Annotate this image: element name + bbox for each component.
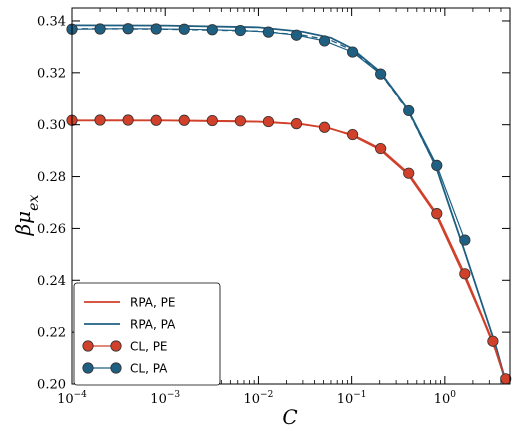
data-point bbox=[459, 268, 471, 280]
data-point bbox=[206, 24, 218, 36]
data-point bbox=[431, 159, 443, 172]
legend-label: RPA, PA bbox=[130, 318, 176, 332]
data-point bbox=[375, 142, 387, 155]
y-tick-labels: 0.20 0.22 0.24 0.26 0.28 0.30 0.32 0.34 bbox=[37, 14, 66, 392]
x-tick-label: 10−2 bbox=[244, 390, 274, 407]
data-point bbox=[375, 68, 387, 80]
data-point bbox=[290, 29, 303, 41]
series-points bbox=[66, 23, 512, 385]
data-point bbox=[178, 114, 190, 126]
y-tick-label: 0.34 bbox=[37, 14, 66, 29]
data-point bbox=[122, 114, 134, 126]
data-point bbox=[346, 128, 359, 141]
legend-entry: CL, PE bbox=[82, 340, 168, 354]
data-point bbox=[122, 23, 134, 35]
legend-box bbox=[73, 282, 221, 386]
data-point bbox=[234, 115, 246, 127]
y-tick-label: 0.32 bbox=[37, 66, 66, 81]
y-tick-label: 0.30 bbox=[37, 118, 66, 133]
y-tick-label: 0.22 bbox=[37, 326, 66, 341]
data-point bbox=[431, 208, 443, 220]
data-point bbox=[150, 114, 162, 126]
y-tick-label: 0.20 bbox=[37, 378, 66, 393]
data-point bbox=[459, 234, 471, 246]
data-point bbox=[234, 24, 246, 37]
series-connector-4 bbox=[71, 28, 466, 241]
data-point bbox=[178, 23, 190, 35]
x-tick-labels: 10−4 10−3 10−2 10−1 100 bbox=[57, 390, 456, 407]
data-point bbox=[94, 23, 106, 35]
x-axis-label: C bbox=[282, 405, 297, 429]
legend-label: RPA, PE bbox=[130, 296, 175, 310]
y-tick-label: 0.24 bbox=[37, 274, 66, 289]
data-point bbox=[262, 26, 275, 38]
legend-label: CL, PA bbox=[130, 362, 168, 376]
legend-marker bbox=[82, 340, 94, 352]
x-tick-label: 10−1 bbox=[337, 390, 367, 407]
data-point bbox=[318, 121, 331, 133]
legend: RPA, PE RPA, PA CL, PE CL, PA bbox=[73, 282, 221, 386]
x-tick-label: 10−4 bbox=[57, 390, 87, 407]
legend-entry: CL, PA bbox=[82, 362, 168, 376]
data-point bbox=[150, 23, 162, 35]
y-tick-label: 0.28 bbox=[37, 170, 66, 185]
data-point bbox=[500, 373, 512, 385]
legend-marker bbox=[110, 362, 122, 374]
legend-entry: RPA, PA bbox=[84, 318, 176, 332]
x-tick-label: 10−3 bbox=[150, 390, 180, 407]
data-point bbox=[206, 114, 218, 127]
legend-label: CL, PE bbox=[130, 340, 168, 354]
data-point bbox=[290, 118, 303, 130]
data-point bbox=[403, 104, 415, 117]
plot-frame bbox=[71, 7, 511, 385]
legend-marker bbox=[110, 340, 122, 352]
data-point bbox=[262, 115, 275, 128]
data-point bbox=[487, 335, 499, 347]
data-point bbox=[403, 167, 415, 179]
legend-entry: RPA, PE bbox=[84, 296, 175, 310]
data-point bbox=[346, 46, 359, 58]
data-point bbox=[94, 114, 106, 126]
legend-marker bbox=[82, 362, 94, 374]
y-tick-label: 0.26 bbox=[37, 222, 66, 237]
x-tick-label: 100 bbox=[434, 390, 457, 407]
data-point bbox=[318, 35, 331, 47]
series-dashed-line bbox=[71, 28, 507, 382]
